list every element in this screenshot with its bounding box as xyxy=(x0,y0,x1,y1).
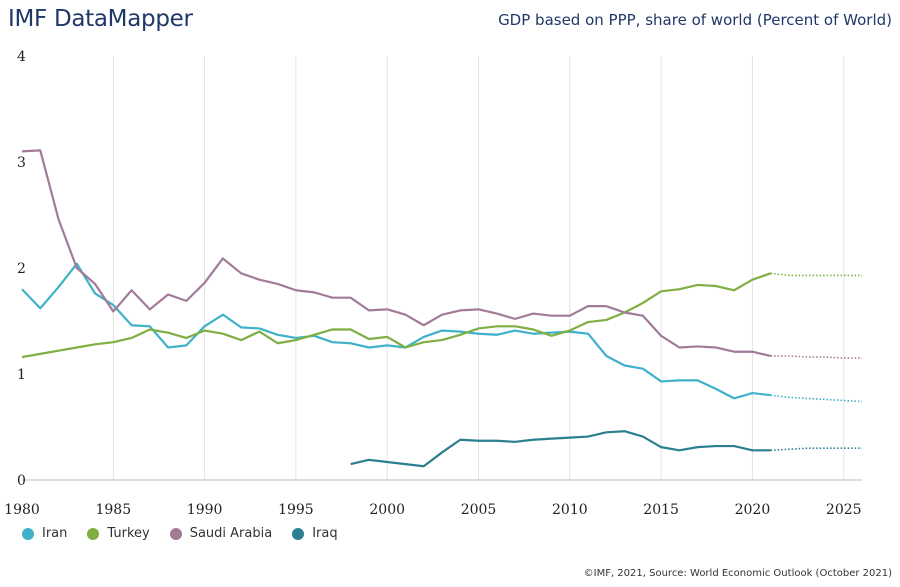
brand-title: IMF DataMapper xyxy=(8,6,193,32)
series-projection-iran xyxy=(770,394,863,403)
chart-title: GDP based on PPP, share of world (Percen… xyxy=(498,11,892,29)
x-tick-label: 1985 xyxy=(95,502,131,518)
y-tick-label: 4 xyxy=(17,49,26,65)
grid-layer xyxy=(112,56,845,480)
legend-item-turkey[interactable]: Turkey xyxy=(87,526,150,541)
y-tick-label: 3 xyxy=(17,155,26,171)
x-tick-label: 1980 xyxy=(4,502,40,518)
y-tick-label: 0 xyxy=(17,473,26,489)
source-credit: ©IMF, 2021, Source: World Economic Outlo… xyxy=(583,568,892,579)
legend-item-iraq[interactable]: Iraq xyxy=(292,526,338,541)
legend-item-saudi-arabia[interactable]: Saudi Arabia xyxy=(169,526,273,541)
series-projection-turkey xyxy=(770,272,862,277)
legend-swatch xyxy=(292,527,305,540)
series-projection-iraq xyxy=(770,447,862,452)
legend-label: Iran xyxy=(42,526,68,541)
x-tick-label: 2025 xyxy=(826,502,862,518)
legend-swatch xyxy=(87,527,100,540)
y-tick-label: 1 xyxy=(17,367,26,383)
legend-label: Iraq xyxy=(312,526,338,541)
legend-swatch xyxy=(169,527,182,540)
x-tick-label: 2015 xyxy=(643,502,679,518)
x-tick-label: 2020 xyxy=(735,502,771,518)
series-line-iraq xyxy=(350,430,771,468)
axis-layer: 1980 1985 1990 1995 2000 2005 2010 2015 2020 2025… xyxy=(4,49,862,518)
series-projection-saudi-arabia xyxy=(770,355,862,359)
legend-item-iran[interactable]: Iran xyxy=(22,526,67,541)
series-line-iran xyxy=(21,262,771,400)
legend-label: Turkey xyxy=(107,526,150,541)
series-line-saudi-arabia xyxy=(21,149,771,358)
x-tick-label: 1995 xyxy=(278,502,314,518)
legend-label: Saudi Arabia xyxy=(189,526,273,541)
series-layer xyxy=(21,149,863,468)
x-tick-label: 2000 xyxy=(369,502,405,518)
x-tick-label: 2005 xyxy=(461,502,497,518)
series-line-turkey xyxy=(21,272,772,359)
legend: Iran Turkey Saudi Arabia Iraq xyxy=(22,526,338,541)
legend-swatch xyxy=(22,527,34,540)
y-tick-label: 2 xyxy=(17,261,26,277)
x-tick-label: 2010 xyxy=(552,502,588,518)
x-tick-label: 1990 xyxy=(187,502,223,518)
